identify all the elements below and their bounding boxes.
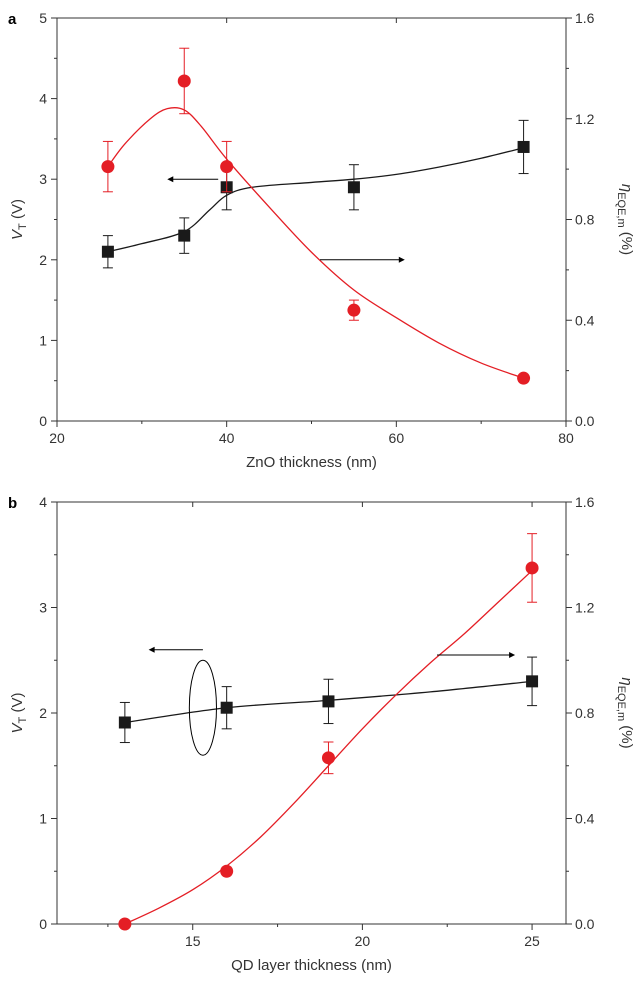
data-point-square	[517, 140, 530, 153]
y-left-tick-label: 2	[39, 252, 47, 268]
x-tick-label: 20	[355, 933, 371, 949]
y-left-axis-label: VT (V)	[9, 199, 29, 240]
panel-a: a 20 40 60 80 0 1 2 3 4 5 0.0 0.4 0.8 1.2 1.6 ZnO thickn…	[8, 10, 635, 471]
y-right-tick-label: 0.0	[575, 413, 595, 429]
y-right-tick-label: 0.4	[575, 312, 595, 328]
y-right-axis-label: ηEQE,m (%)	[615, 184, 635, 255]
arrow-head	[148, 646, 155, 653]
x-tick-label: 20	[49, 430, 65, 446]
data-point-square	[220, 701, 233, 714]
arrow-head	[509, 651, 516, 658]
arrow-head	[167, 176, 174, 183]
x-tick-label: 15	[185, 933, 201, 949]
panel-label: b	[8, 495, 17, 512]
arrow-head	[398, 256, 405, 263]
data-point-circle	[347, 303, 361, 317]
panel-label: a	[8, 11, 17, 28]
series-eqe	[101, 47, 531, 385]
y-left-tick-label: 3	[39, 171, 47, 187]
fit-curve	[107, 107, 524, 379]
y-right-tick-label: 1.2	[575, 600, 595, 616]
y-right-tick-label: 1.6	[575, 10, 595, 26]
y-left-axis-label: VT (V)	[9, 693, 29, 734]
axis-pointer-arrow	[167, 176, 219, 183]
y-right-tick-label: 0.8	[575, 705, 595, 721]
y-left-tick-label: 3	[39, 600, 47, 616]
data-point-square	[347, 181, 360, 194]
data-point-circle	[525, 561, 539, 575]
y-right-axis-label: ηEQE,m (%)	[615, 677, 635, 748]
data-point-circle	[220, 864, 234, 878]
data-point-square	[322, 695, 335, 708]
x-tick-label: 40	[219, 430, 235, 446]
x-tick-label: 25	[524, 933, 540, 949]
y-left-tick-label: 2	[39, 705, 47, 721]
y-left-tick-label: 5	[39, 10, 47, 26]
x-tick-label: 60	[389, 430, 405, 446]
y-right-tick-label: 0.0	[575, 916, 595, 932]
x-axis-label: ZnO thickness (nm)	[246, 454, 377, 471]
y-left-tick-label: 1	[39, 332, 47, 348]
series-vt	[101, 119, 530, 269]
y-left-tick-label: 4	[39, 494, 47, 510]
data-point-square	[101, 245, 114, 258]
y-left-tick-label: 1	[39, 811, 47, 827]
y-left-tick-label: 0	[39, 413, 47, 429]
data-point-square	[526, 675, 539, 688]
data-point-circle	[220, 160, 234, 174]
x-tick-label: 80	[558, 430, 574, 446]
data-point-square	[178, 229, 191, 242]
data-point-circle	[177, 74, 191, 88]
plot-frame	[56, 17, 567, 422]
fit-curve	[107, 147, 524, 253]
data-point-square	[118, 716, 131, 729]
data-point-circle	[118, 917, 132, 931]
data-point-circle	[321, 751, 335, 765]
panel-b: b 15 20 25 0 1 2 3 4 0.0 0.4 0.8 1.2 1.6 QD layer thic…	[8, 494, 635, 974]
series-vt	[118, 656, 539, 744]
axis-pointer-arrow	[437, 651, 516, 658]
y-right-tick-label: 1.2	[575, 111, 595, 127]
series-eqe	[118, 533, 539, 931]
axis-pointer-arrow	[148, 646, 203, 653]
y-right-tick-label: 1.6	[575, 494, 595, 510]
y-left-tick-label: 4	[39, 91, 47, 107]
y-right-tick-label: 0.8	[575, 212, 595, 228]
axis-pointer-arrow	[319, 256, 405, 263]
y-right-tick-label: 0.4	[575, 811, 595, 827]
plot-frame	[56, 501, 567, 925]
x-axis-label: QD layer thickness (nm)	[231, 957, 392, 974]
y-left-tick-label: 0	[39, 916, 47, 932]
data-point-circle	[517, 371, 531, 385]
series-ellipse	[188, 659, 217, 756]
data-point-circle	[101, 160, 115, 174]
